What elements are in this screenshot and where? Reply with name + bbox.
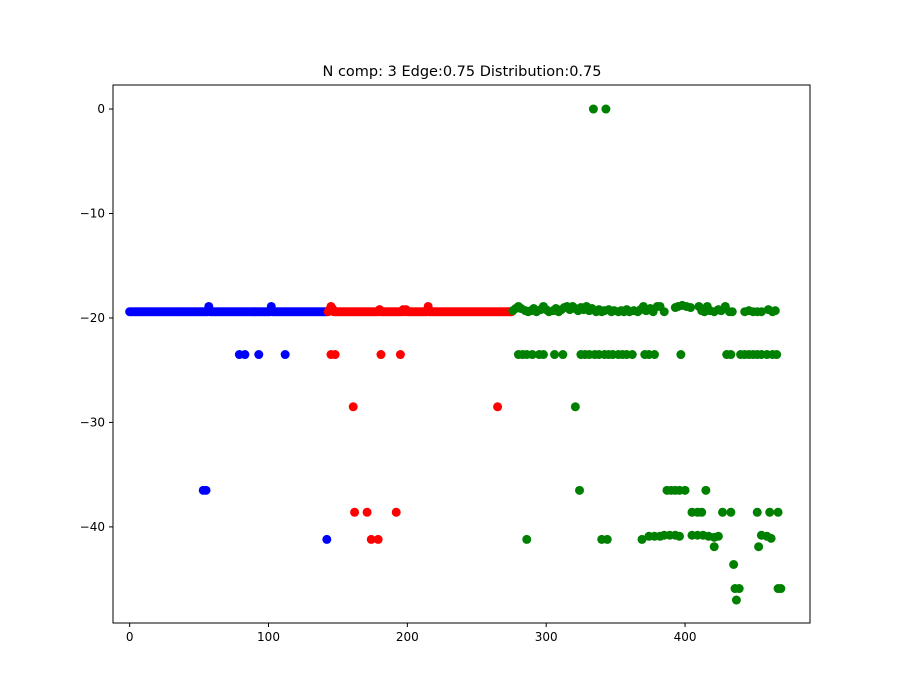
y-tick-label: 0 [97, 102, 105, 116]
data-point [731, 595, 741, 605]
data-point [676, 350, 686, 360]
data-point [575, 485, 585, 495]
data-point [373, 534, 383, 544]
data-point [627, 350, 637, 360]
data-point [391, 507, 401, 517]
series-0 [125, 301, 332, 544]
data-point [376, 350, 386, 360]
series-1 [323, 301, 516, 544]
x-tick-label: 400 [674, 630, 697, 644]
series-2 [508, 104, 786, 605]
data-point [754, 542, 764, 552]
data-point [362, 507, 372, 517]
data-point [527, 350, 537, 360]
x-tick-label: 200 [396, 630, 419, 644]
data-point [680, 485, 690, 495]
data-point [686, 303, 696, 313]
data-point [570, 402, 580, 412]
y-axis: 0 −10 −20 −30 −40 [80, 102, 113, 534]
x-axis: 0 100 200 300 400 [126, 623, 697, 644]
data-point [637, 534, 647, 544]
data-point [718, 507, 728, 517]
data-point [772, 350, 782, 360]
chart-title: N comp: 3 Edge:0.75 Distribution:0.75 [323, 64, 602, 80]
data-point [726, 350, 736, 360]
points-layer [125, 104, 786, 605]
data-point [674, 531, 684, 541]
data-point [322, 534, 332, 544]
data-point [776, 584, 786, 594]
data-point [713, 531, 723, 541]
data-point [773, 507, 783, 517]
data-point [493, 402, 503, 412]
x-tick-label: 100 [257, 630, 280, 644]
data-point [350, 507, 360, 517]
data-point [752, 507, 762, 517]
plot-frame [112, 84, 811, 624]
data-point [201, 485, 211, 495]
data-point [701, 485, 711, 495]
data-point [395, 350, 405, 360]
y-tick-label: −10 [80, 206, 105, 220]
y-tick-label: −30 [80, 415, 105, 429]
x-tick-label: 300 [535, 630, 558, 644]
data-point [348, 402, 358, 412]
y-tick-label: −40 [80, 520, 105, 534]
data-point [550, 350, 560, 360]
data-point [766, 533, 776, 543]
data-point [726, 507, 736, 517]
data-point [649, 350, 659, 360]
data-point [602, 534, 612, 544]
data-point [729, 560, 739, 569]
data-point [522, 534, 532, 544]
data-point [538, 350, 548, 360]
data-point [697, 507, 707, 517]
data-point [770, 306, 780, 316]
data-point [756, 307, 766, 317]
data-point [240, 350, 250, 360]
data-point [330, 350, 340, 360]
data-point [588, 104, 598, 114]
data-point [280, 350, 290, 360]
data-point [601, 104, 611, 114]
data-point [709, 542, 719, 552]
data-point [734, 584, 744, 594]
x-tick-label: 0 [126, 630, 134, 644]
data-point [659, 307, 669, 317]
data-point [727, 307, 737, 317]
data-point [558, 350, 568, 360]
data-point [366, 534, 376, 544]
y-tick-label: −20 [80, 311, 105, 325]
data-point [765, 507, 775, 517]
data-point [254, 350, 264, 360]
